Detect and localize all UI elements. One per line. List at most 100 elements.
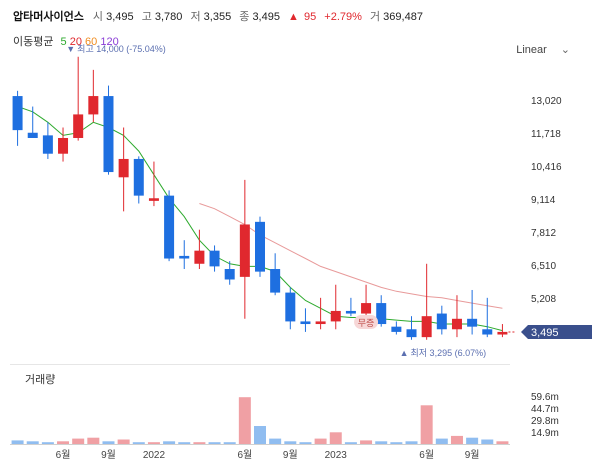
- ma-period-20[interactable]: 20: [69, 36, 82, 48]
- volume-bar: [299, 442, 312, 444]
- volume-label: 거: [369, 11, 381, 23]
- current-price-label: 3,495: [531, 327, 559, 339]
- candle-body: [58, 137, 69, 154]
- volume-bar: [269, 438, 282, 444]
- candle-body: [12, 96, 23, 131]
- volume-bar: [193, 442, 206, 444]
- candle-body: [482, 329, 493, 335]
- candle-body: [467, 318, 478, 327]
- volume-bar: [147, 442, 160, 444]
- x-tick-label: 6월: [419, 449, 434, 461]
- price-tick-label: 11,718: [531, 129, 561, 140]
- volume-bar: [208, 442, 221, 444]
- candle-body: [345, 310, 356, 314]
- volume-bar: [329, 432, 342, 444]
- x-tick-label: 2022: [143, 450, 166, 461]
- volume-bar: [132, 442, 145, 444]
- price-tick-label: 7,812: [531, 228, 556, 239]
- candle-body: [497, 331, 508, 335]
- current-price-tag: [521, 325, 592, 340]
- change-value: 95: [303, 11, 317, 23]
- volume-bar: [314, 438, 327, 444]
- close-label: 종: [239, 11, 250, 23]
- close-value: 3,495: [252, 11, 280, 23]
- change-percent: +2.79%: [324, 11, 362, 23]
- volume-title: 거래량: [25, 373, 55, 386]
- volume-bar: [405, 441, 418, 444]
- x-tick-label: 6월: [56, 449, 71, 461]
- low-label: 저: [190, 11, 201, 23]
- candle-body: [148, 198, 159, 201]
- candle-body: [376, 303, 387, 325]
- x-tick-label: 9월: [465, 449, 480, 461]
- volume-tick-label: 29.8m: [531, 416, 559, 427]
- low-value: 3,355: [203, 11, 232, 23]
- volume-bar: [435, 438, 448, 444]
- candle-body: [436, 313, 447, 330]
- volume-bar: [496, 441, 509, 444]
- volume-bar: [375, 441, 388, 444]
- volume-bar: [41, 442, 54, 444]
- volume-bar: [223, 442, 236, 444]
- candle-body: [224, 269, 235, 280]
- volume-bar: [163, 441, 176, 444]
- candle-body: [179, 255, 190, 259]
- candle-body: [421, 316, 432, 338]
- candle-body: [255, 221, 265, 272]
- volume-bar: [344, 442, 357, 444]
- ma-period-5[interactable]: 5: [60, 36, 67, 48]
- volume-bar: [284, 441, 297, 444]
- volume-bar: [450, 435, 463, 444]
- candle-body: [27, 132, 38, 138]
- candle-body: [300, 321, 311, 325]
- moving-average-legend[interactable]: 이동평균 5 20 60 120: [13, 33, 119, 49]
- high-marker-label: 최고 14,000 (-75.04%): [77, 44, 166, 54]
- candle-body: [451, 318, 462, 330]
- volume-bar: [390, 442, 403, 444]
- candle-body: [133, 158, 144, 196]
- volume-bar: [117, 439, 130, 444]
- volume-bar: [481, 439, 494, 444]
- candle-body: [164, 195, 175, 259]
- candle-body: [103, 96, 114, 173]
- candle-body: [194, 250, 205, 264]
- volume-tick-label: 14.9m: [531, 428, 559, 439]
- ma20-line: [199, 203, 503, 309]
- volume-tick-label: 44.7m: [531, 404, 559, 415]
- volume-bar: [87, 437, 100, 444]
- candle-body: [209, 250, 220, 267]
- ma-period-60[interactable]: 60: [85, 36, 98, 48]
- candle-body: [406, 329, 417, 338]
- x-tick-label: 6월: [237, 449, 252, 461]
- high-marker-icon: ▼: [66, 44, 75, 54]
- volume-tick-label: 59.6m: [531, 392, 559, 403]
- x-tick-label: 9월: [283, 449, 298, 461]
- high-value: 3,780: [154, 11, 183, 23]
- moving-average-label: 이동평균: [13, 36, 54, 48]
- ma-period-120[interactable]: 120: [100, 36, 119, 48]
- x-tick-label: 2023: [325, 450, 348, 461]
- change-up-arrow-icon: ▲: [288, 11, 299, 23]
- low-marker-label: 최저 3,295 (6.07%): [411, 348, 487, 358]
- candle-body: [361, 303, 372, 314]
- candle-body: [42, 135, 53, 154]
- price-tick-label: 10,416: [531, 162, 562, 173]
- volume-bar: [238, 397, 251, 444]
- volume-bar: [360, 440, 373, 444]
- open-label: 시: [92, 11, 104, 23]
- price-tick-label: 6,510: [531, 261, 556, 272]
- scale-label: Linear: [516, 44, 547, 56]
- panel-divider: [10, 364, 510, 365]
- scale-dropdown[interactable]: Linear ⌄: [516, 43, 570, 56]
- stock-name: 압타머사이언스: [13, 11, 84, 23]
- price-tick-label: 9,114: [531, 195, 556, 206]
- price-tick-label: 5,208: [531, 294, 556, 305]
- open-value: 3,495: [106, 11, 134, 23]
- volume-bar: [72, 438, 85, 444]
- chevron-down-icon: ⌄: [560, 44, 570, 56]
- candle-body: [73, 114, 84, 138]
- candle-body: [270, 269, 281, 293]
- low-marker-icon: ▲: [400, 348, 409, 358]
- volume-bar: [420, 405, 433, 444]
